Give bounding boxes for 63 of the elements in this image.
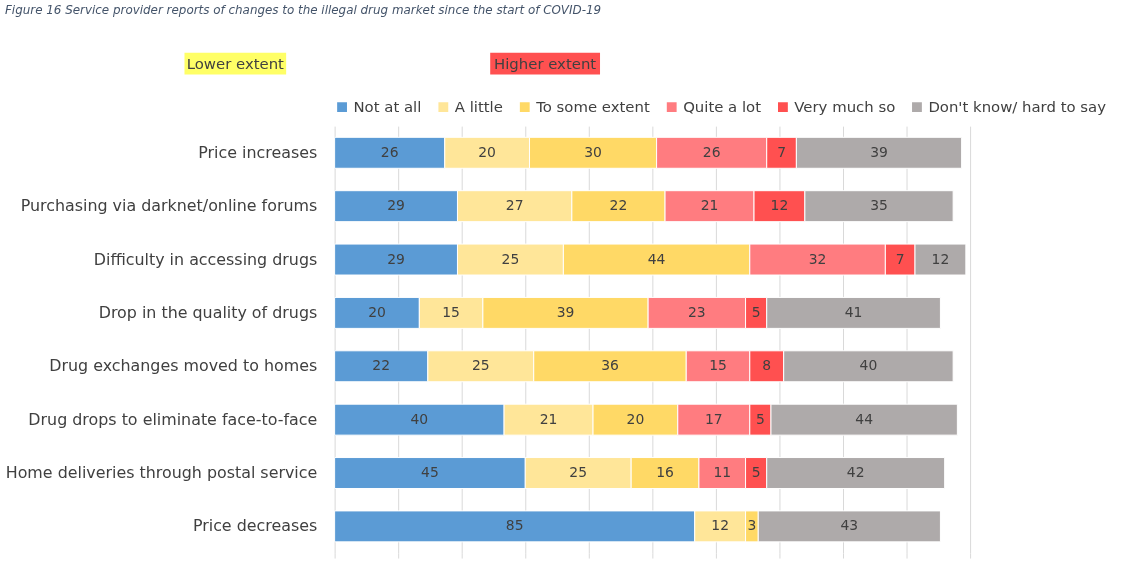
data-label: 45 — [421, 463, 439, 480]
data-label: 12 — [711, 517, 729, 534]
data-label: 25 — [471, 357, 490, 374]
data-label: 5 — [751, 303, 761, 320]
data-label: 26 — [380, 143, 399, 160]
y-tick-label: Drop in the quality of drugs — [98, 302, 318, 322]
data-label: 15 — [442, 303, 460, 320]
data-label: 7 — [777, 143, 786, 160]
legend-label: To some extent — [535, 98, 650, 117]
y-tick-label: Price decreases — [192, 516, 318, 536]
text: Higher extent — [494, 54, 597, 73]
data-label: 11 — [713, 463, 732, 480]
data-label: 35 — [870, 197, 888, 214]
data-label: 20 — [368, 303, 386, 320]
data-label: 8 — [762, 357, 772, 374]
y-tick-label: Home deliveries through postal service — [5, 462, 318, 482]
data-label: 3 — [747, 517, 757, 534]
data-label: 16 — [656, 463, 674, 480]
y-tick-label: Drug exchanges moved to homes — [49, 356, 318, 376]
data-label: 23 — [687, 303, 706, 320]
data-label: 39 — [556, 303, 575, 320]
y-tick-label: Purchasing via darknet/online forums — [20, 196, 318, 216]
data-label: 25 — [501, 250, 520, 267]
data-label: 12 — [770, 197, 789, 214]
text: Lower extent — [186, 54, 285, 73]
data-label: 41 — [844, 303, 863, 320]
data-label: 26 — [702, 143, 721, 160]
data-label: 21 — [700, 197, 719, 214]
y-tick-label: Difficulty in accessing drugs — [93, 249, 318, 269]
data-label: 43 — [840, 517, 859, 534]
legend-label: A little — [454, 98, 503, 117]
data-label: 29 — [387, 250, 405, 267]
data-label: 36 — [601, 357, 619, 374]
data-label: 39 — [870, 143, 888, 160]
data-label: 20 — [626, 410, 645, 427]
data-label: 7 — [895, 250, 905, 267]
data-label: 30 — [584, 143, 602, 160]
data-label: 25 — [569, 463, 588, 480]
data-label: 15 — [709, 357, 727, 374]
data-label: 29 — [387, 197, 405, 214]
data-label: 40 — [859, 357, 878, 374]
data-label: 40 — [410, 410, 429, 427]
data-label: 5 — [755, 410, 765, 427]
legend-label: Quite a lot — [683, 98, 762, 117]
y-tick-label: Price increases — [198, 142, 318, 162]
data-label: 85 — [505, 517, 524, 534]
legend-label: Don't know/ hard to say — [928, 98, 1107, 117]
data-label: 21 — [539, 410, 558, 427]
data-label: 22 — [609, 197, 628, 214]
y-tick-label: Drug drops to eliminate face-to-face — [28, 409, 318, 429]
data-label: 20 — [478, 143, 496, 160]
data-label: 5 — [751, 463, 761, 480]
legend-label: Very much so — [794, 98, 896, 117]
data-label: 44 — [647, 250, 666, 267]
data-label: 27 — [505, 197, 524, 214]
legend-label: Not at all — [353, 98, 422, 117]
data-label: 12 — [931, 250, 950, 267]
data-label: 44 — [855, 410, 874, 427]
data-label: 42 — [846, 463, 865, 480]
data-label: 22 — [372, 357, 391, 374]
chart-title: Figure 16 Service provider reports of changes to the illegal drug market since the start of COVID-19 — [4, 2, 602, 17]
data-label: 32 — [808, 250, 827, 267]
data-label: 17 — [704, 410, 723, 427]
